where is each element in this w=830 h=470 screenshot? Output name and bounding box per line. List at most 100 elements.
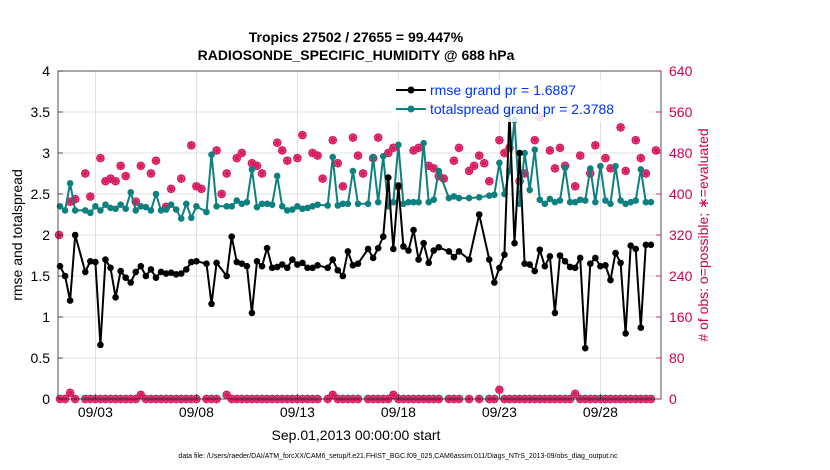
y-axis-right-label: # of obs: o=possible; ∗=evaluated xyxy=(695,128,711,341)
obs-evaluated-point xyxy=(358,169,368,178)
obs-evaluated-point xyxy=(495,385,504,394)
obs-evaluated-point xyxy=(641,169,651,178)
rmse-point xyxy=(455,248,463,255)
rmse-point xyxy=(637,324,645,331)
totalspread-point xyxy=(445,194,453,202)
rmse-point xyxy=(390,245,397,253)
totalspread-point xyxy=(354,200,362,208)
legend-spread-marker xyxy=(407,105,415,113)
rmse-point xyxy=(647,241,655,249)
y-axis-left: 0 0.5 1 1.5 2 2.5 3 3.5 4 xyxy=(31,63,63,407)
totalspread-point xyxy=(586,165,594,172)
rmse-point xyxy=(193,257,200,265)
rmse-point xyxy=(157,268,165,276)
totalspread-point xyxy=(465,194,473,202)
rmse-point xyxy=(243,262,251,270)
totalspread-point xyxy=(223,203,230,210)
obs-evaluated-point xyxy=(212,146,221,155)
rmse-point xyxy=(420,239,427,247)
totalspread-point xyxy=(485,192,493,199)
obs-evaluated-point xyxy=(621,166,630,176)
totalspread-point xyxy=(410,198,417,206)
obs-evaluated-point xyxy=(151,156,161,165)
rmse-point xyxy=(81,268,89,276)
rmse-point xyxy=(521,260,528,268)
y-tick-right-label: 80 xyxy=(669,350,685,366)
totalspread-point xyxy=(581,197,589,204)
rmse-point xyxy=(87,257,94,265)
y-tick-right-label: 0 xyxy=(669,391,677,407)
totalspread-point xyxy=(526,186,533,194)
obs-evaluated-point xyxy=(530,135,539,145)
totalspread-point xyxy=(87,209,94,217)
obs-evaluated-point xyxy=(81,169,90,178)
obs-evaluated-point xyxy=(348,133,358,142)
totalspread-point xyxy=(188,214,195,222)
obs-evaluated-point xyxy=(454,143,464,153)
x-tick-label: 09/03 xyxy=(78,404,113,420)
y-tick-right-label: 640 xyxy=(669,63,693,79)
totalspread-point xyxy=(208,151,215,158)
rmse-point xyxy=(228,233,236,240)
rmse-point xyxy=(324,264,331,272)
rmse-point xyxy=(66,297,74,304)
totalspread-point xyxy=(263,200,271,208)
obs-evaluated-point xyxy=(500,148,509,158)
totalspread-point xyxy=(258,200,266,208)
totalspread-point xyxy=(566,198,574,206)
totalspread-point xyxy=(238,200,246,208)
x-axis-label: Sep.01,2013 00:00:00 start xyxy=(272,427,441,443)
obs-evaluated-point xyxy=(166,184,176,194)
totalspread-point xyxy=(349,167,357,175)
totalspread-point xyxy=(450,193,458,200)
obs-evaluated-point xyxy=(570,182,580,191)
obs-evaluated-point xyxy=(318,174,327,183)
legend-rmse-marker xyxy=(407,86,415,94)
totalspread-point xyxy=(162,206,170,213)
rmse-point xyxy=(147,266,155,273)
obs-evaluated-point xyxy=(631,135,640,145)
obs-evaluated-point xyxy=(591,141,600,150)
rmse-point xyxy=(400,243,407,250)
obs-evaluated-point xyxy=(555,143,565,153)
rmse-point xyxy=(309,264,316,272)
rmse-point xyxy=(354,260,362,268)
rmse-point xyxy=(501,251,508,258)
obs-evaluated-point xyxy=(353,151,363,160)
y-tick-right-label: 400 xyxy=(669,186,693,202)
obs-evaluated-point xyxy=(293,153,302,163)
obs-evaluated-point xyxy=(570,389,580,399)
totalspread-point xyxy=(71,207,79,214)
rmse-point xyxy=(410,226,417,234)
totalspread-point xyxy=(597,162,604,170)
totalspread-point xyxy=(289,206,296,213)
totalspread-point xyxy=(283,207,291,214)
rmse-point xyxy=(122,274,129,281)
obs-evaluated-point xyxy=(272,138,282,147)
rmse-point xyxy=(602,262,609,269)
totalspread-point xyxy=(602,197,609,204)
rmse-point xyxy=(294,261,301,268)
rmse-point xyxy=(344,248,352,255)
totalspread-point xyxy=(475,193,483,201)
rmse-point xyxy=(137,262,145,270)
obs-evaluated-point xyxy=(550,164,560,173)
rmse-point xyxy=(167,269,175,277)
totalspread-point xyxy=(435,167,443,175)
rmse-point xyxy=(364,245,372,253)
totalspread-point xyxy=(299,205,306,213)
rmse-point xyxy=(132,268,140,276)
rmse-point xyxy=(586,260,594,268)
rmse-point xyxy=(299,259,306,267)
totalspread-point xyxy=(177,215,185,222)
obs-evaluated-point xyxy=(136,161,146,171)
y-tick-left-label: 1.5 xyxy=(31,268,51,284)
totalspread-point xyxy=(137,203,145,210)
totalspread-point xyxy=(112,205,119,213)
rmse-point xyxy=(379,233,387,240)
obs-evaluated-point xyxy=(298,130,307,140)
totalspread-point xyxy=(314,201,321,208)
obs-evaluated-point xyxy=(328,390,337,400)
totalspread-point xyxy=(182,200,190,208)
obs-evaluated-point xyxy=(338,182,348,191)
